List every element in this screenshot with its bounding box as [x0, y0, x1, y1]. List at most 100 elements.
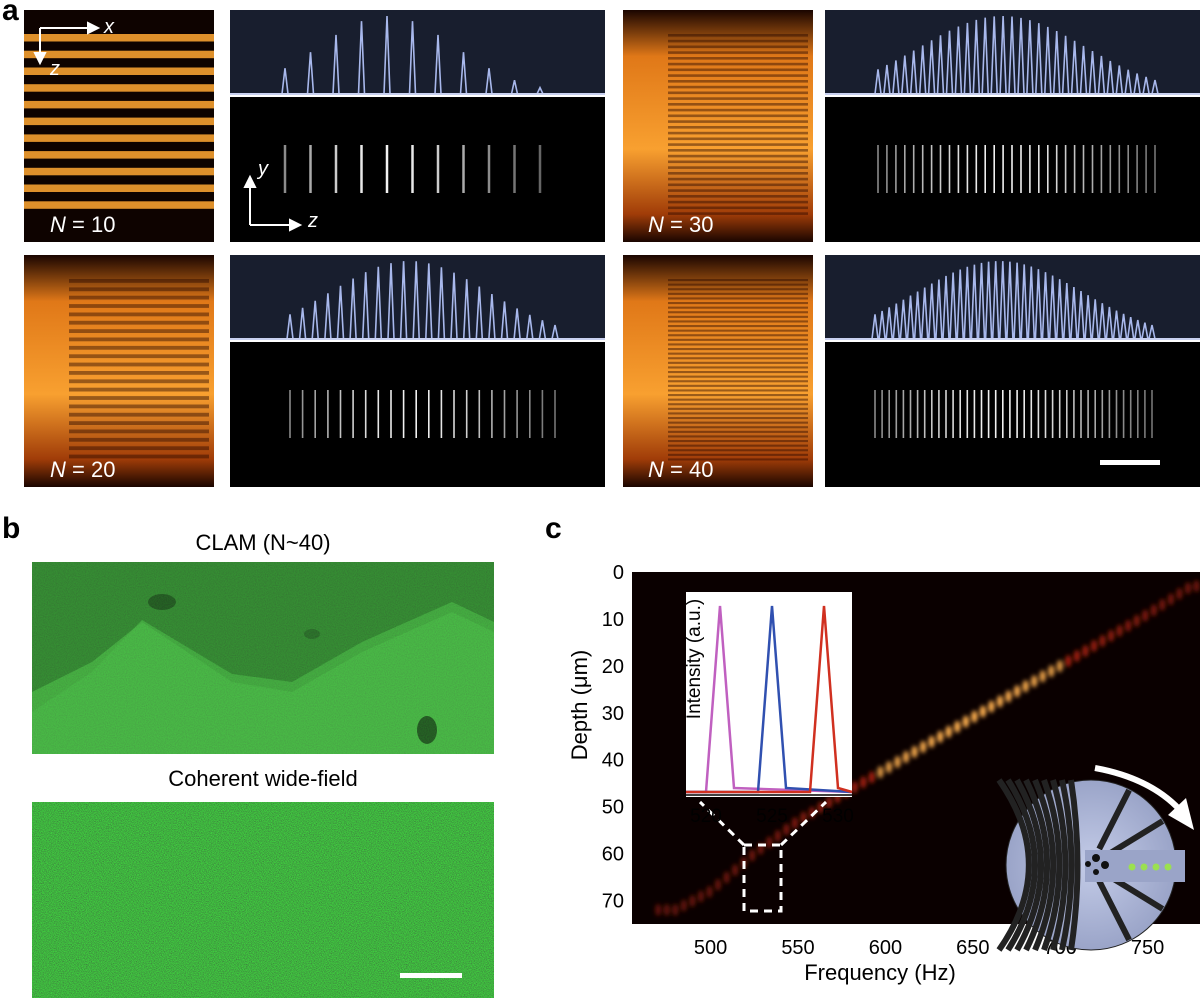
trace-point	[1056, 660, 1063, 673]
axis-label-z2: z	[308, 210, 318, 232]
trace-point	[766, 836, 773, 849]
trace-point	[1176, 587, 1183, 600]
coherent-image	[32, 802, 494, 998]
trace-point	[1142, 609, 1149, 622]
trace-point	[1031, 675, 1038, 688]
trace-point	[1184, 582, 1192, 595]
trace-point	[672, 903, 679, 916]
ytick-label: 0	[613, 562, 624, 584]
ytick-label: 20	[602, 656, 624, 678]
trace-point	[885, 761, 893, 774]
yz-axis-arrows	[243, 174, 303, 232]
ytick-label: 40	[602, 750, 624, 772]
trace-point	[945, 725, 952, 738]
ytick-label: 60	[602, 844, 624, 866]
trace-point	[749, 849, 756, 862]
trace-point	[919, 740, 927, 753]
trace-point	[680, 899, 687, 912]
trace-point	[851, 781, 858, 794]
trace-point	[860, 776, 867, 789]
trace-point	[689, 895, 696, 907]
trace-point	[1125, 619, 1132, 632]
panel-b-label: b	[2, 512, 21, 545]
trace-point	[1082, 645, 1089, 657]
trace-point	[1193, 580, 1200, 593]
trace-point	[1013, 685, 1021, 698]
beam-image-n40	[623, 255, 813, 487]
focal-lines-4	[874, 390, 1153, 438]
beam-image-n20	[24, 255, 214, 487]
trace-point	[1159, 598, 1166, 611]
trace-point	[1048, 665, 1055, 678]
rotation-arrow-icon	[1094, 765, 1183, 813]
focal-image-n10	[230, 97, 605, 242]
inset-plot: 520 525 530	[686, 592, 854, 827]
trace-point	[971, 710, 978, 723]
trace-point	[1107, 629, 1115, 642]
inset-xtick: 530	[822, 806, 854, 827]
trace-point	[1090, 639, 1098, 652]
trace-point	[663, 903, 670, 916]
axis-label-x: x	[104, 16, 114, 38]
focal-image-n20	[230, 342, 605, 487]
trace-point	[723, 871, 730, 884]
trace-point	[988, 700, 995, 713]
trace-point	[706, 885, 713, 898]
trace-point	[877, 766, 884, 779]
focal-lines-3	[877, 145, 1156, 193]
panel-c-label: c	[545, 512, 562, 545]
trace-point	[937, 730, 944, 743]
n-label-40: N = 40	[648, 457, 714, 482]
trace-point	[825, 796, 833, 809]
trace-point	[1039, 670, 1046, 683]
trace-point	[1073, 650, 1081, 662]
trace-point	[655, 903, 662, 916]
trace-point	[868, 771, 875, 784]
axis-label-z1: z	[50, 58, 60, 80]
focal-image-n40	[825, 342, 1200, 487]
profile-curve-1	[230, 15, 605, 95]
trace-point	[731, 864, 739, 877]
trace-point	[996, 695, 1004, 708]
panel-a-figure	[24, 10, 1200, 487]
trace-point	[1116, 624, 1123, 637]
trace-point	[791, 817, 799, 830]
profile-plot-n10	[230, 10, 605, 94]
ytick-label: 50	[602, 797, 624, 819]
n-label-20: N = 20	[50, 457, 116, 482]
panel-a-label: a	[2, 0, 19, 27]
trace-point	[954, 720, 961, 733]
inset-series-3	[686, 605, 853, 794]
trace-point	[1065, 655, 1072, 667]
focal-lines-1	[283, 145, 542, 193]
trace-point	[911, 745, 918, 758]
trace-point	[697, 890, 705, 903]
trace-point	[902, 751, 910, 763]
xtick-label: 500	[694, 937, 727, 959]
zoom-box	[742, 843, 783, 913]
clam-image	[32, 562, 494, 754]
coherent-title: Coherent wide-field	[168, 766, 358, 791]
scale-bar-a	[1100, 460, 1160, 465]
clam-title: CLAM (N~40)	[195, 530, 331, 555]
trace-point	[1022, 680, 1029, 693]
focal-lines-2	[289, 390, 556, 438]
xtick-label: 750	[1131, 937, 1164, 959]
trace-point	[962, 715, 969, 728]
trace-point	[714, 878, 722, 891]
xz-axis-arrows	[33, 21, 101, 66]
xtick-label: 550	[781, 937, 814, 959]
trace-point	[979, 705, 987, 718]
trace-point	[928, 735, 935, 748]
ytick-label: 10	[602, 609, 624, 631]
trace-point	[1167, 593, 1175, 606]
scale-bar-b	[400, 973, 462, 978]
ylabel-c: Depth (μm)	[567, 649, 592, 761]
trace-point	[1005, 690, 1012, 703]
n-label-30: N = 30	[648, 212, 714, 237]
xtick-label: 650	[956, 937, 989, 959]
trace-point	[1099, 634, 1106, 647]
panel-b-figure	[32, 562, 494, 998]
inset-xtick: 525	[756, 806, 788, 827]
